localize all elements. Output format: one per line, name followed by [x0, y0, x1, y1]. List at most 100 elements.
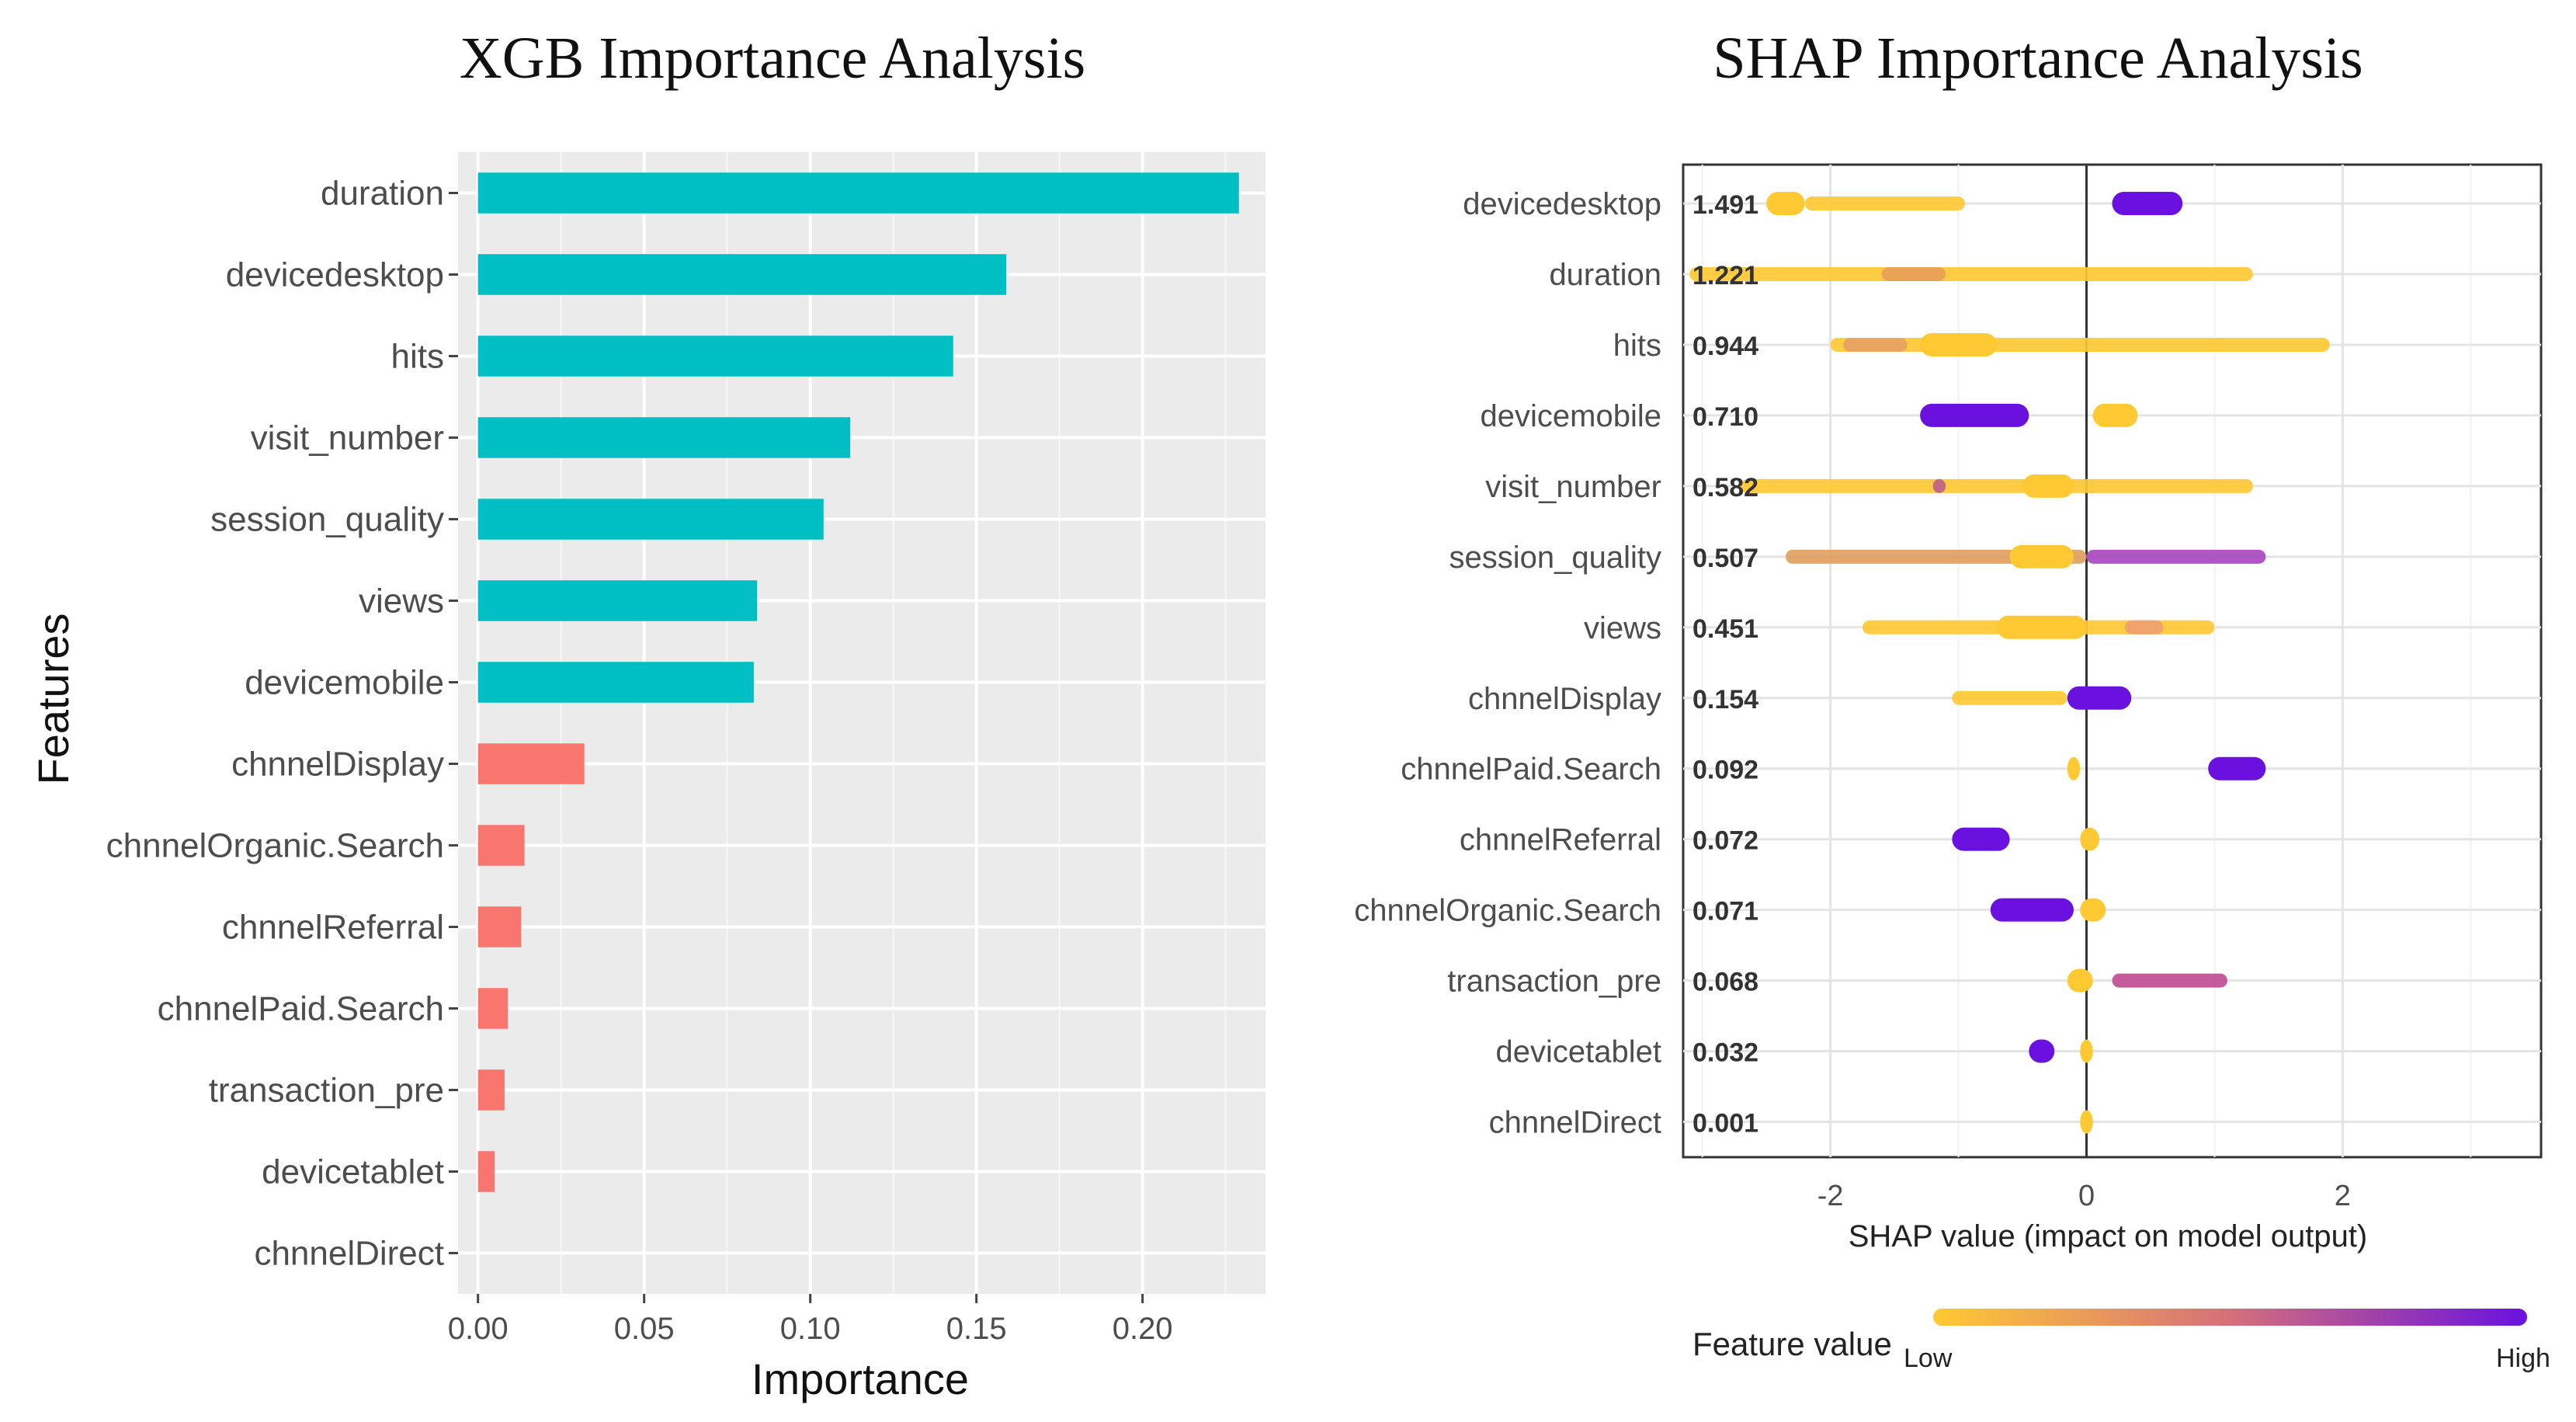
xgb-y-tick-label: chnnelOrganic.Search	[106, 827, 444, 865]
shap-mean-value-label: 1.221	[1692, 261, 1758, 290]
shap-point-cluster	[1689, 266, 2253, 281]
shap-feature-label: devicemobile	[1481, 399, 1661, 433]
legend-low-label: Low	[1904, 1344, 1953, 1373]
shap-point-cluster	[1804, 196, 1965, 211]
shap-mean-value-label: 0.068	[1692, 968, 1758, 997]
xgb-x-axis-title: Importance	[752, 1354, 969, 1403]
shap-feature-label: duration	[1549, 258, 1661, 292]
xgb-bar	[477, 906, 522, 947]
xgb-plot-panel	[458, 152, 1265, 1294]
xgb-bar	[477, 988, 509, 1029]
shap-point-cluster	[1843, 337, 1908, 352]
shap-point-cluster	[2067, 756, 2081, 781]
xgb-y-tick-label: chnnelDirect	[254, 1235, 444, 1273]
xgb-bar	[477, 417, 851, 458]
shap-feature-label: devicedesktop	[1463, 187, 1661, 221]
xgb-y-tick-label: session_quality	[210, 501, 444, 539]
shap-feature-label: chnnelDirect	[1489, 1106, 1661, 1140]
shap-point-cluster	[2067, 968, 2093, 993]
xgb-y-tick-label: views	[359, 582, 444, 621]
shap-feature-label: visit_number	[1485, 470, 1661, 504]
shap-mean-value-label: 0.507	[1692, 544, 1758, 573]
xgb-y-tick-label: devicedesktop	[226, 256, 444, 294]
xgb-y-tick-label: devicetablet	[262, 1153, 444, 1191]
shap-mean-value-label: 1.491	[1692, 190, 1758, 220]
shap-feature-label: hits	[1613, 329, 1661, 363]
shap-feature-label: devicetablet	[1496, 1035, 1661, 1069]
shap-mean-value-label: 0.154	[1692, 685, 1758, 714]
shap-point-cluster	[1766, 192, 1805, 216]
shap-point-cluster	[2080, 898, 2106, 922]
shap-x-axis-title: SHAP value (impact on model output)	[1849, 1219, 2368, 1253]
xgb-y-tick-label: visit_number	[251, 419, 444, 457]
shap-mean-value-label: 0.072	[1692, 826, 1758, 856]
shap-feature-label: chnnelReferral	[1460, 823, 1661, 857]
shap-point-cluster	[1881, 266, 1946, 281]
xgb-bar	[477, 336, 953, 377]
xgb-x-tick-label: 0.20	[1113, 1312, 1173, 1346]
shap-mean-value-label: 0.032	[1692, 1038, 1758, 1068]
xgb-bar	[477, 743, 585, 784]
shap-point-cluster	[2124, 620, 2164, 635]
xgb-y-tick-label: chnnelPaid.Search	[158, 990, 444, 1028]
shap-feature-label: chnnelOrganic.Search	[1354, 894, 1661, 928]
shap-point-cluster	[1997, 615, 2087, 639]
shap-x-tick-label: -2	[1817, 1180, 1844, 1212]
shap-point-cluster	[1920, 403, 2029, 427]
xgb-bar	[477, 254, 1007, 295]
xgb-bar	[477, 499, 824, 540]
xgb-bar	[477, 1151, 495, 1192]
shap-point-cluster	[1952, 827, 2010, 851]
xgb-bar	[477, 1069, 505, 1111]
xgb-x-tick-label: 0.00	[448, 1312, 509, 1346]
shap-x-tick-label: 0	[2078, 1180, 2095, 1212]
shap-mean-value-label: 0.001	[1692, 1109, 1758, 1139]
xgb-y-axis-title: Features	[29, 614, 78, 785]
shap-point-cluster	[2009, 544, 2074, 568]
shap-mean-value-label: 0.451	[1692, 614, 1758, 644]
shap-plot-panel	[1682, 163, 2543, 1159]
xgb-y-tick-label: transaction_pre	[209, 1072, 444, 1110]
shap-title: SHAP Importance Analysis	[1713, 26, 2362, 91]
xgb-y-tick-label: chnnelReferral	[222, 909, 444, 947]
shap-point-cluster	[2029, 1039, 2055, 1063]
xgb-bar	[477, 580, 758, 621]
shap-point-cluster	[1920, 332, 1998, 356]
shap-point-cluster	[2080, 1039, 2093, 1063]
shap-point-cluster	[2092, 403, 2138, 427]
shap-point-cluster	[1990, 898, 2074, 922]
xgb-x-tick-label: 0.15	[946, 1312, 1007, 1346]
legend-high-label: High	[2496, 1344, 2550, 1373]
xgb-x-tick-label: 0.10	[780, 1312, 841, 1346]
xgb-bar	[477, 825, 525, 866]
xgb-y-tick-label: devicemobile	[245, 664, 444, 702]
shap-point-cluster	[1952, 690, 2067, 705]
shap-feature-label: chnnelPaid.Search	[1401, 753, 1661, 787]
shap-point-cluster	[2112, 192, 2183, 216]
xgb-x-tick-label: 0.05	[614, 1312, 675, 1346]
xgb-y-tick-label: duration	[321, 175, 444, 213]
shap-point-cluster	[1932, 478, 1946, 493]
shap-feature-label: session_quality	[1449, 541, 1662, 575]
shap-point-cluster	[2080, 827, 2100, 851]
legend-title: Feature value	[1692, 1326, 1892, 1362]
xgb-bar	[477, 662, 754, 703]
shap-feature-label: views	[1584, 611, 1661, 645]
shap-point-cluster	[2022, 474, 2074, 498]
shap-point-cluster	[2112, 973, 2227, 988]
shap-feature-label: chnnelDisplay	[1468, 682, 1661, 716]
shap-point-cluster	[2208, 756, 2266, 781]
xgb-title: XGB Importance Analysis	[460, 26, 1085, 91]
shap-mean-value-label: 0.092	[1692, 756, 1758, 785]
xgb-y-tick-label: chnnelDisplay	[231, 746, 444, 784]
legend-color-bar	[1933, 1309, 2527, 1326]
shap-feature-label: transaction_pre	[1447, 965, 1661, 999]
shap-point-cluster	[2086, 549, 2266, 564]
shap-mean-value-label: 0.944	[1692, 332, 1758, 361]
shap-point-cluster	[1741, 478, 2253, 493]
xgb-y-tick-label: hits	[391, 338, 444, 376]
shap-point-cluster	[2067, 686, 2132, 710]
xgb-bar	[477, 172, 1239, 214]
shap-point-cluster	[2080, 1110, 2093, 1134]
